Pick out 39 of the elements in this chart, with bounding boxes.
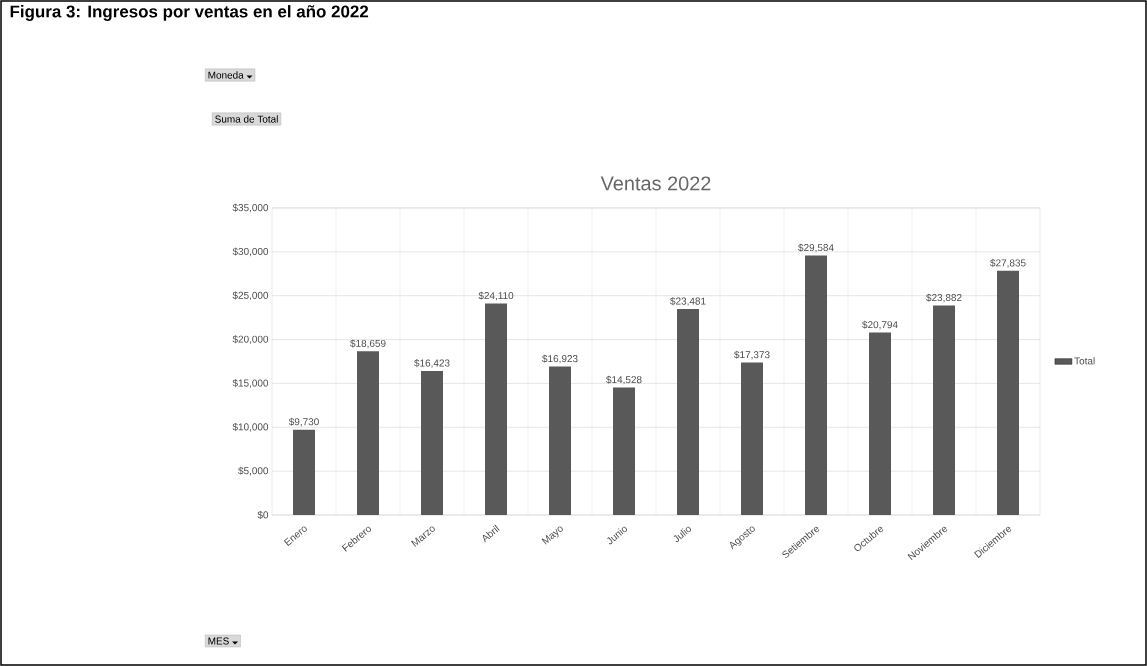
text: Figura 3: Ingresos por ventas en el año 2022 — [10, 5, 369, 21]
data-label: $14,528 — [606, 375, 642, 385]
y-tick-label: $5,000 — [238, 466, 269, 476]
data-label: $18,659 — [350, 339, 386, 349]
text: MES — [208, 637, 229, 645]
y-tick-label: $25,000 — [232, 291, 269, 301]
text: Moneda — [208, 71, 244, 79]
legend-label: Total — [1074, 357, 1095, 365]
bar — [549, 366, 572, 515]
text: Suma de Total — [215, 115, 278, 123]
bar — [357, 351, 380, 515]
y-tick-label: $10,000 — [232, 422, 269, 432]
data-label: $23,481 — [670, 297, 706, 306]
bar — [293, 429, 316, 515]
y-tick-label: $15,000 — [232, 379, 269, 388]
data-label: $17,373 — [734, 350, 770, 360]
bar — [741, 362, 764, 515]
x-tick-label: Julio — [673, 526, 692, 543]
bar — [613, 387, 636, 515]
data-label: $9,730 — [288, 417, 319, 427]
bar — [869, 332, 892, 515]
chart-title: Ventas 2022 — [600, 176, 711, 191]
y-tick-label: $35,000 — [232, 203, 269, 213]
bar — [805, 255, 828, 515]
data-label: $29,584 — [798, 243, 834, 253]
data-label: $24,110 — [478, 291, 514, 301]
data-label: $20,794 — [862, 320, 898, 330]
data-label: $16,923 — [542, 354, 578, 364]
y-tick-label: $20,000 — [232, 335, 269, 344]
bar — [485, 303, 508, 515]
data-label: $16,423 — [414, 359, 450, 368]
data-label: $23,882 — [926, 293, 962, 303]
bar — [997, 270, 1020, 515]
y-tick-label: $30,000 — [232, 247, 269, 257]
bar — [933, 305, 956, 515]
data-label: $27,835 — [990, 258, 1026, 268]
bar — [677, 309, 700, 515]
y-tick-label: $0 — [257, 510, 269, 520]
bar — [421, 370, 444, 515]
